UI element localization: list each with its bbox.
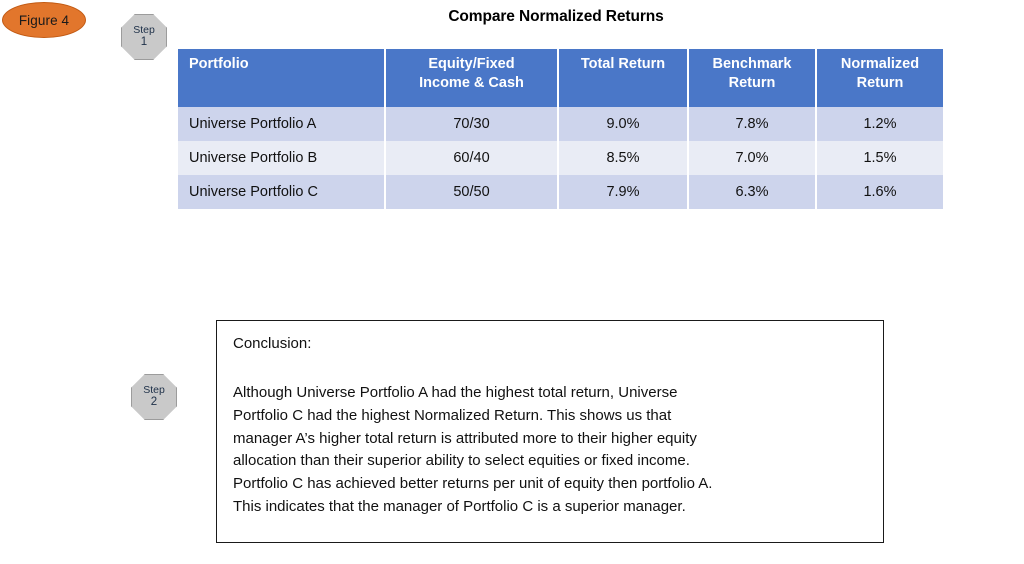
column-header-normalized-return: Normalized Return	[817, 49, 943, 107]
column-header-normalized-line1: Normalized	[840, 56, 920, 72]
cell-portfolio-name: Universe Portfolio A	[178, 107, 384, 141]
step-2-number: 2	[150, 396, 158, 409]
table-body: Universe Portfolio A 70/30 9.0% 7.8% 1.2…	[178, 107, 943, 209]
column-header-benchmark-return: Benchmark Return	[689, 49, 815, 107]
step-1-word: Step	[133, 23, 155, 36]
conclusion-body: Although Universe Portfolio A had the hi…	[233, 382, 867, 519]
table-header-row: Portfolio Equity/Fixed Income & Cash Tot…	[178, 49, 943, 107]
step-2-word: Step	[143, 383, 165, 396]
column-header-benchmark-line2: Return	[728, 74, 776, 91]
conclusion-line: manager A’s higher total return is attri…	[233, 429, 697, 447]
normalized-returns-table: Portfolio Equity/Fixed Income & Cash Tot…	[176, 49, 945, 209]
cell-normalized-return: 1.5%	[817, 141, 943, 175]
conclusion-line: allocation than their superior ability t…	[233, 452, 690, 470]
conclusion-line: Although Universe Portfolio A had the hi…	[233, 384, 678, 401]
column-header-allocation-line1: Equity/Fixed	[428, 56, 515, 72]
table-row: Universe Portfolio B 60/40 8.5% 7.0% 1.5…	[178, 141, 943, 175]
cell-allocation: 70/30	[386, 107, 557, 141]
column-header-allocation: Equity/Fixed Income & Cash	[386, 49, 557, 107]
cell-allocation: 50/50	[386, 175, 557, 209]
cell-benchmark-return: 7.0%	[689, 141, 815, 175]
step-1-number: 1	[140, 36, 148, 49]
column-header-allocation-line2: Income & Cash	[419, 74, 524, 91]
cell-benchmark-return: 7.8%	[689, 107, 815, 141]
cell-portfolio-name: Universe Portfolio C	[178, 175, 384, 209]
cell-total-return: 9.0%	[559, 107, 687, 141]
table-row: Universe Portfolio C 50/50 7.9% 6.3% 1.6…	[178, 175, 943, 209]
page-title: Compare Normalized Returns	[448, 8, 664, 25]
conclusion-line: This indicates that the manager of Portf…	[233, 497, 686, 515]
cell-portfolio-name: Universe Portfolio B	[178, 141, 384, 175]
figure-label-badge: Figure 4	[2, 2, 86, 38]
figure-label-text: Figure 4	[18, 12, 70, 28]
step-1-badge: Step 1	[121, 14, 167, 60]
column-header-normalized-line2: Return	[856, 74, 904, 91]
cell-total-return: 8.5%	[559, 141, 687, 175]
cell-total-return: 7.9%	[559, 175, 687, 209]
step-2-badge: Step 2	[131, 374, 177, 420]
conclusion-box: Conclusion: Although Universe Portfolio …	[216, 320, 884, 543]
column-header-portfolio: Portfolio	[178, 49, 384, 107]
conclusion-line: Portfolio C has achieved better returns …	[233, 475, 713, 493]
cell-benchmark-return: 6.3%	[689, 175, 815, 209]
conclusion-line: Portfolio C had the highest Normalized R…	[233, 406, 672, 424]
column-header-benchmark-line1: Benchmark	[712, 56, 792, 72]
table-row: Universe Portfolio A 70/30 9.0% 7.8% 1.2…	[178, 107, 943, 141]
cell-normalized-return: 1.6%	[817, 175, 943, 209]
table-header: Portfolio Equity/Fixed Income & Cash Tot…	[178, 49, 943, 107]
cell-allocation: 60/40	[386, 141, 557, 175]
column-header-total-return: Total Return	[559, 49, 687, 107]
conclusion-label: Conclusion:	[233, 335, 312, 352]
cell-normalized-return: 1.2%	[817, 107, 943, 141]
